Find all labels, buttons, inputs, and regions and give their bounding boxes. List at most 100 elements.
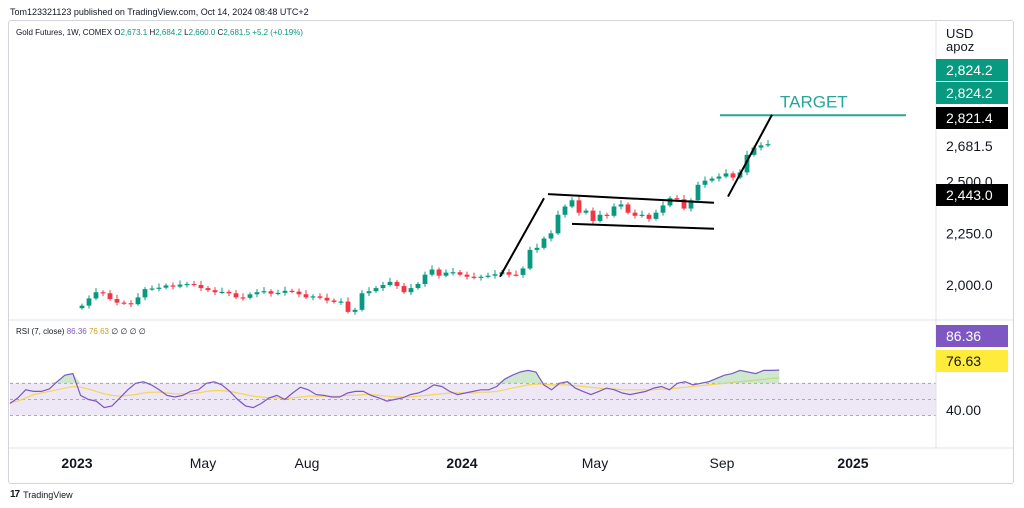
rsi-overbought-fill: [732, 370, 741, 384]
high-label: H: [149, 28, 156, 37]
candle-body: [93, 292, 99, 299]
close-label: C: [217, 28, 224, 37]
rsi-overbought-fill: [64, 373, 73, 384]
candle-body: [310, 296, 316, 298]
close-value: 2,681.5: [223, 28, 251, 37]
price-tag-label: 2,821.4: [946, 110, 993, 126]
candle-body: [681, 199, 687, 209]
candle-body: [513, 274, 519, 276]
pole-line: [499, 197, 545, 278]
symbol-legend[interactable]: Gold Futures, 1W, COMEX O2,673.1 H2,684.…: [16, 28, 303, 37]
candle-body: [142, 289, 148, 298]
candle-body: [170, 285, 176, 287]
x-tick-label: 2025: [837, 455, 868, 471]
candle-body: [520, 268, 526, 275]
candle-body: [716, 176, 722, 179]
candle-body: [366, 291, 372, 294]
x-tick-label: May: [190, 455, 216, 471]
candle-body: [555, 214, 561, 234]
currency-label: USD: [946, 26, 974, 41]
candle-body: [583, 210, 589, 213]
candle-body: [100, 292, 106, 294]
candle-body: [436, 269, 442, 276]
candle-body: [548, 233, 554, 239]
candle-body: [331, 300, 337, 302]
candle-body: [121, 302, 127, 304]
symbol-name: Gold Futures, 1W, COMEX: [16, 28, 113, 37]
candle-body: [569, 200, 575, 207]
candle-body: [205, 288, 211, 291]
candle-body: [611, 206, 617, 216]
candle-body: [86, 298, 92, 306]
candle-body: [541, 238, 547, 248]
candle-body: [149, 288, 155, 290]
candle-body: [604, 214, 610, 216]
candle-body: [233, 293, 239, 298]
candle-body: [219, 291, 225, 294]
rsi-overbought-fill: [716, 375, 725, 384]
y-tick-label: 2,250.0: [946, 225, 993, 241]
candle-body: [618, 204, 624, 207]
candle-body: [751, 147, 757, 155]
candle-body: [226, 291, 232, 294]
candle-body: [373, 288, 379, 292]
candle-body: [702, 180, 708, 185]
price-tag-bg: [936, 59, 1008, 81]
rsi-tag-label: 40.00: [946, 402, 981, 418]
candle-body: [590, 210, 596, 221]
currency-unit[interactable]: USD apoz: [946, 27, 974, 53]
candle-body: [429, 269, 435, 275]
candle-body: [688, 200, 694, 209]
rsi-overbought-fill: [520, 370, 529, 384]
candle-body: [457, 272, 463, 275]
candle-body: [667, 198, 673, 206]
tradingview-logo-icon: 17: [10, 489, 20, 500]
candle-body: [408, 288, 414, 293]
candle-body: [107, 293, 113, 300]
price-tag-label: 2,824.2: [946, 85, 993, 101]
candle-body: [240, 297, 246, 299]
candle-body: [765, 144, 771, 146]
candle-body: [401, 286, 407, 293]
candle-body: [268, 291, 274, 294]
rsi-line: [9, 369, 780, 409]
rsi-tag-label: 86.36: [946, 328, 981, 344]
rsi-overbought-fill: [747, 371, 756, 384]
candle-body: [632, 212, 638, 216]
candle-body: [646, 214, 652, 219]
candle-body: [198, 285, 204, 289]
x-tick-label: 2023: [61, 455, 92, 471]
candle-body: [296, 291, 302, 295]
price-tag-bg: [936, 82, 1008, 104]
candle-body: [177, 284, 183, 287]
candle-body: [709, 178, 715, 181]
rsi-tag-bg: [936, 350, 1008, 372]
candle-body: [247, 294, 253, 298]
rsi-legend[interactable]: RSI (7, close) 86.36 76.63 ∅ ∅ ∅ ∅: [16, 327, 146, 336]
candle-body: [597, 214, 603, 221]
candle-body: [275, 292, 281, 295]
rsi-overbought-fill: [724, 373, 733, 384]
candle-body: [352, 309, 358, 312]
candle-body: [289, 290, 295, 292]
candle-body: [303, 294, 309, 298]
candle-body: [660, 205, 666, 213]
candle-body: [191, 283, 197, 286]
candle-body: [730, 173, 736, 178]
candle-body: [485, 275, 491, 277]
candle-body: [443, 272, 449, 276]
candle-body: [338, 301, 344, 303]
rsi-overbought-fill: [504, 375, 513, 384]
price-tag-label: 2,824.2: [946, 62, 993, 78]
footer: 17 TradingView: [10, 489, 73, 500]
candle-body: [317, 296, 323, 298]
rsi-legend-value: 86.36: [66, 327, 87, 336]
high-value: 2,684.2: [155, 28, 182, 37]
candle-body: [576, 200, 582, 213]
candle-body: [758, 145, 764, 148]
publisher-line: Tom123321123 published on TradingView.co…: [10, 7, 309, 17]
candle-body: [394, 281, 400, 287]
candle-body: [79, 305, 85, 309]
candle-body: [163, 285, 169, 288]
